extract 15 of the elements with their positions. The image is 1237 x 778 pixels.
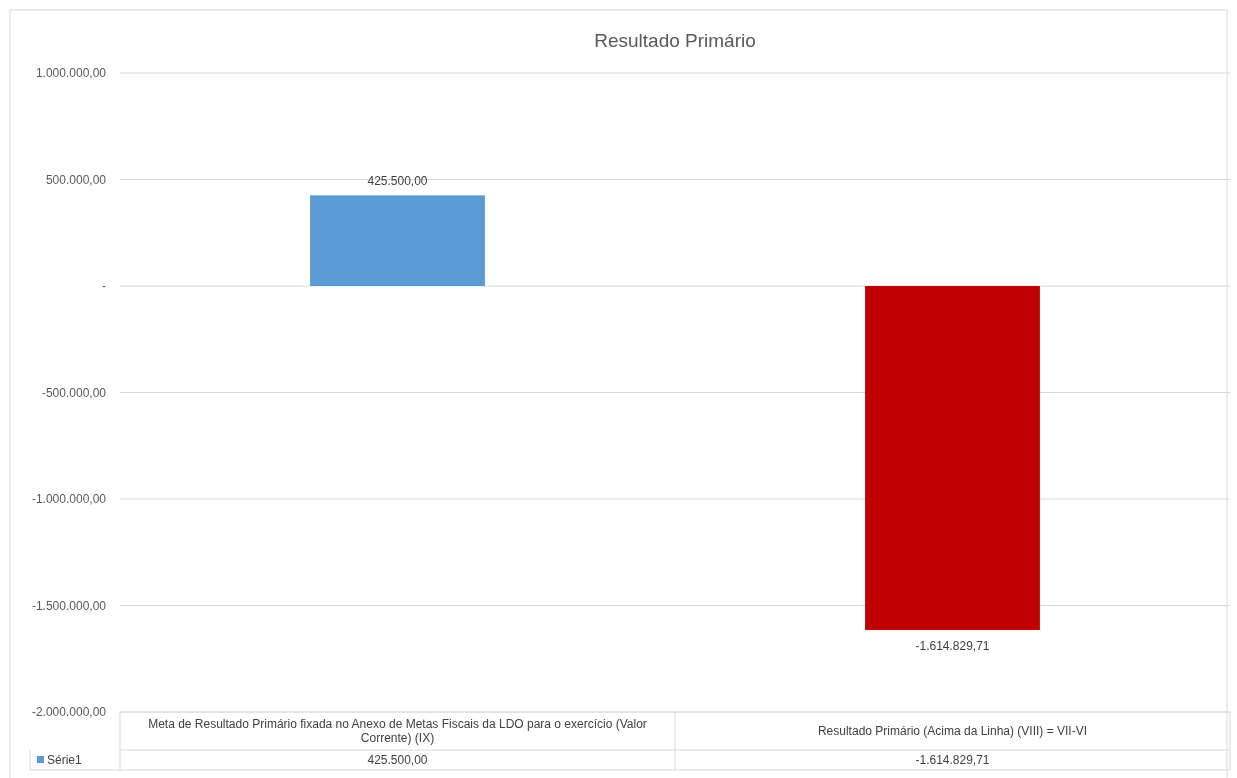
x-tick-label: Meta de Resultado Primário fixada no Anexo de Metas Fiscais da LDO para o exercício (Valor Corrente) (IX) [148, 717, 647, 745]
chart-title: Resultado Primário [594, 30, 756, 51]
y-tick-label: 500.000,00 [45, 172, 107, 187]
x-tick-label: Resultado Primário (Acima da Linha) (VIII) = VII-VI [817, 724, 1088, 738]
y-tick-label: - [102, 279, 106, 293]
y-tick-label: -500.000,00 [41, 385, 107, 400]
y-tick-label: -2.000.000,00 [31, 705, 107, 719]
legend-label: Série1 [47, 753, 83, 767]
text: 425.500,00 [367, 174, 428, 189]
y-tick-label: -1.000.000,00 [31, 492, 107, 506]
y-tick-label: 1.000.000,00 [35, 66, 107, 80]
text: -1.614.829,71 [915, 638, 990, 653]
y-tick-label: -1.500.000,00 [31, 598, 107, 613]
data-label: -1.614.829,71 [915, 753, 990, 767]
data-label: 425.500,00 [367, 753, 428, 767]
